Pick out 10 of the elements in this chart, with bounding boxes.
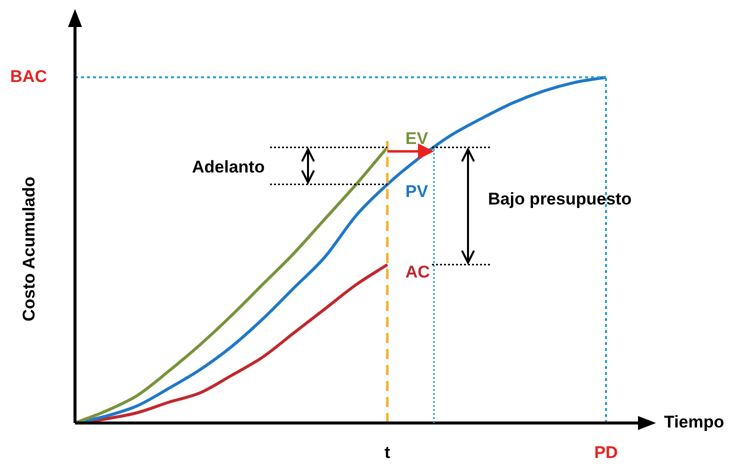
annotation: Bajo presupuesto — [488, 190, 632, 209]
series-label: PV — [405, 182, 429, 202]
annotation: Adelanto — [192, 158, 265, 177]
x-tick-label: PD — [594, 443, 618, 462]
y-axis-title: Costo Acumulado — [20, 176, 39, 322]
ref-line-label: BAC — [10, 66, 47, 86]
x-tick-label: t — [384, 443, 391, 462]
series-label: AC — [405, 262, 430, 282]
series-label: EV — [405, 129, 429, 148]
x-axis-title: Tiempo — [664, 412, 724, 432]
